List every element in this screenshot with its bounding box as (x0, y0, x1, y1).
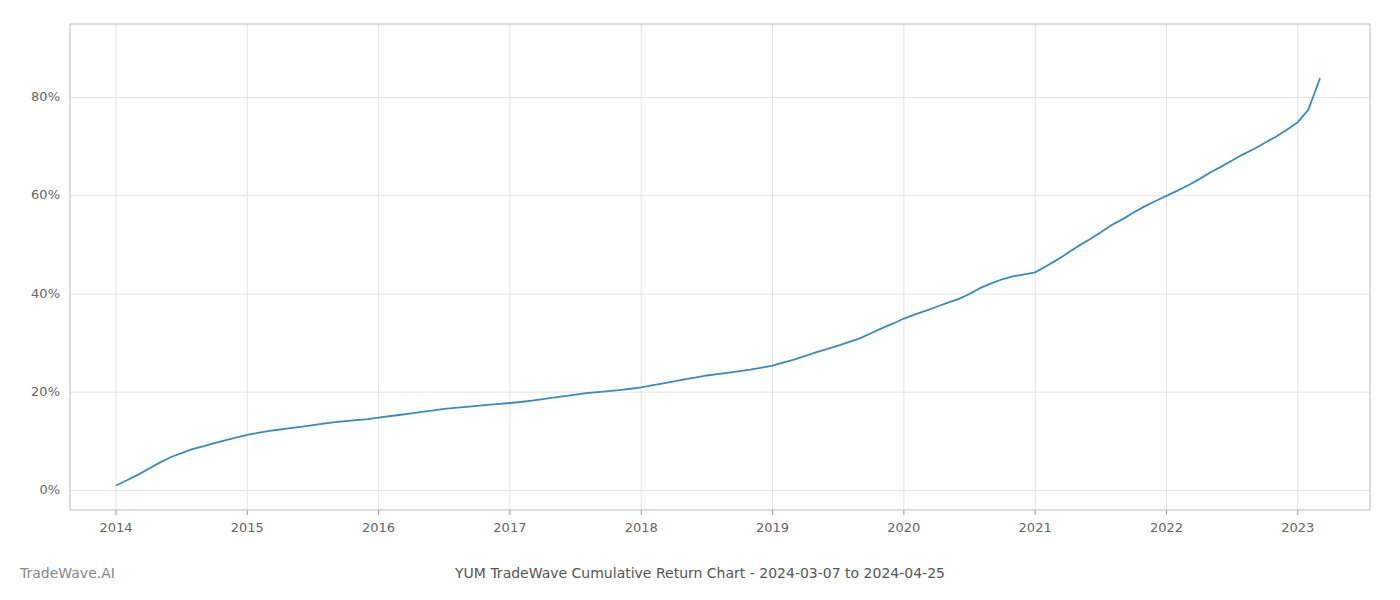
x-tick-mark (1297, 510, 1298, 515)
x-tick-label: 2018 (625, 520, 658, 535)
x-grid-line (1035, 24, 1036, 510)
x-tick-label: 2019 (756, 520, 789, 535)
x-tick-mark (247, 510, 248, 515)
x-grid-line (1166, 24, 1167, 510)
x-tick-label: 2020 (887, 520, 920, 535)
x-tick-mark (903, 510, 904, 515)
y-tick-label: 40% (31, 286, 60, 301)
chart-container: 0% 20% 40% 60% 80% 2014 2015 2016 2017 2018 2019 20… (0, 0, 1400, 600)
x-grid-line (378, 24, 379, 510)
x-grid-line (1297, 24, 1298, 510)
x-tick-label: 2023 (1281, 520, 1314, 535)
chart-title: YUM TradeWave Cumulative Return Chart - … (454, 565, 945, 581)
x-tick-mark (641, 510, 642, 515)
chart-svg: 0% 20% 40% 60% 80% 2014 2015 2016 2017 2018 2019 20… (0, 0, 1400, 600)
x-tick-label: 2014 (99, 520, 132, 535)
x-tick-label: 2017 (493, 520, 526, 535)
x-tick-mark (509, 510, 510, 515)
x-tick-label: 2015 (231, 520, 264, 535)
plot-area (116, 78, 1320, 485)
x-grid-line (247, 24, 248, 510)
grid (70, 24, 1370, 510)
x-tick-mark (1035, 510, 1036, 515)
y-grid-line (70, 97, 1370, 98)
x-tick-label: 2022 (1150, 520, 1183, 535)
x-grid-line (509, 24, 510, 510)
x-tick-mark (115, 510, 116, 515)
plot-frame (70, 24, 1370, 510)
y-tick-label: 0% (39, 482, 60, 497)
x-grid-line (903, 24, 904, 510)
x-tick-mark (378, 510, 379, 515)
y-grid-line (70, 490, 1370, 491)
x-tick-mark (772, 510, 773, 515)
return-line (116, 78, 1320, 485)
x-grid-line (641, 24, 642, 510)
x-grid-line (772, 24, 773, 510)
x-tick-label: 2021 (1019, 520, 1052, 535)
x-tick-label: 2016 (362, 520, 395, 535)
x-grid-line (115, 24, 116, 510)
x-tick-mark (1166, 510, 1167, 515)
y-grid-line (70, 392, 1370, 393)
y-tick-label: 60% (31, 187, 60, 202)
axes: 0% 20% 40% 60% 80% 2014 2015 2016 2017 2018 2019 20… (31, 24, 1370, 535)
y-grid-line (70, 294, 1370, 295)
y-grid-line (70, 195, 1370, 196)
y-tick-label: 80% (31, 89, 60, 104)
y-tick-label: 20% (31, 384, 60, 399)
watermark: TradeWave.AI (19, 565, 115, 581)
